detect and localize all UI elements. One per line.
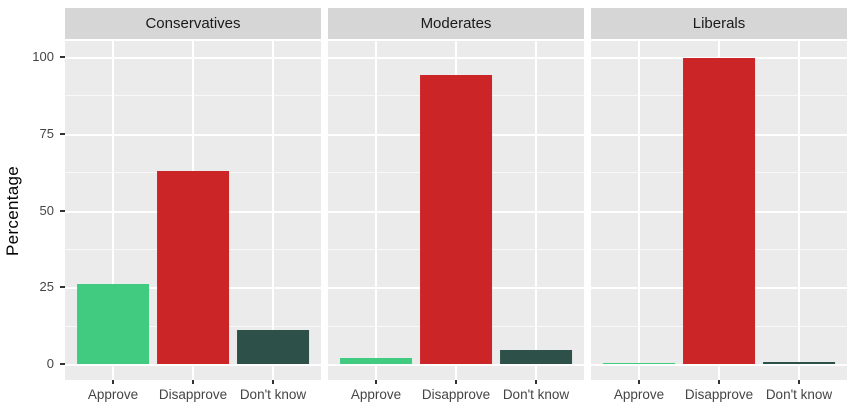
bar-don-t-know: [763, 362, 835, 364]
x-tick-label-disapprove: Disapprove: [158, 387, 228, 402]
x-tick-label-don-t-know: Don't know: [502, 387, 570, 402]
x-tick-label-approve: Approve: [613, 387, 665, 402]
facet-strip: Moderates: [328, 8, 584, 39]
chart-area: Percentage 0 25 50 75 100 Conservatives Appro…: [0, 8, 847, 419]
bar-approve: [340, 357, 412, 364]
y-tick-mark: [60, 362, 65, 365]
y-tick-mark: [60, 132, 65, 135]
x-tick-mark: [798, 380, 800, 384]
y-tick-mark: [60, 286, 65, 289]
y-tick-label: 50: [39, 202, 54, 218]
gridline-vertical: [535, 41, 537, 380]
x-tick-label-approve: Approve: [87, 387, 139, 402]
plot-area: [65, 41, 321, 380]
x-tick-mark: [112, 380, 114, 384]
bar-don-t-know: [500, 350, 572, 364]
x-tick-mark: [638, 380, 640, 384]
y-tick-label: 25: [39, 279, 54, 295]
gridline-vertical: [798, 41, 800, 380]
x-tick-mark: [192, 380, 194, 384]
bar-approve: [603, 362, 675, 364]
facet-strip: Liberals: [591, 8, 847, 39]
facet-strip-label: Conservatives: [145, 15, 241, 32]
x-tick-label-don-t-know: Don't know: [765, 387, 833, 402]
x-tick-mark: [455, 380, 457, 384]
x-tick-label-disapprove: Disapprove: [421, 387, 491, 402]
bar-don-t-know: [237, 330, 309, 364]
bar-disapprove: [420, 75, 492, 364]
facet-panel-conservatives: Conservatives Approve Disapprove Don't know: [65, 8, 321, 419]
facet-panel-moderates: Moderates Approve Disapprove Don't know: [328, 8, 584, 419]
x-tick-mark: [375, 380, 377, 384]
gridline-vertical: [638, 41, 640, 380]
y-axis-title: Percentage: [0, 41, 26, 380]
y-tick-label: 0: [46, 355, 54, 371]
y-axis: 0 25 50 75 100: [26, 8, 65, 419]
gridline-vertical: [112, 41, 114, 380]
y-axis-title-text: Percentage: [3, 165, 22, 256]
x-tick-label-disapprove: Disapprove: [684, 387, 754, 402]
x-tick-mark: [535, 380, 537, 384]
gridline-vertical: [375, 41, 377, 380]
facet-panels: Conservatives Approve Disapprove Don't know…: [65, 8, 847, 419]
x-tick-mark: [718, 380, 720, 384]
y-tick-label: 100: [32, 49, 54, 65]
bar-disapprove: [157, 170, 229, 364]
y-axis-title-column: Percentage: [0, 8, 26, 419]
plot-area: [591, 41, 847, 380]
bar-disapprove: [683, 58, 755, 364]
y-tick-mark: [60, 209, 65, 212]
x-axis: Approve Disapprove Don't know: [328, 380, 584, 414]
y-tick-label: 75: [39, 125, 54, 141]
gridline-vertical: [272, 41, 274, 380]
facet-strip: Conservatives: [65, 8, 321, 39]
x-tick-label-approve: Approve: [350, 387, 402, 402]
facet-strip-label: Liberals: [692, 15, 746, 32]
y-tick-mark: [60, 56, 65, 59]
facet-strip-label: Moderates: [420, 15, 492, 32]
x-axis: Approve Disapprove Don't know: [65, 380, 321, 414]
bar-approve: [77, 284, 149, 364]
x-axis: Approve Disapprove Don't know: [591, 380, 847, 414]
plot-area: [328, 41, 584, 380]
facet-panel-liberals: Liberals Approve Disapprove Don't know: [591, 8, 847, 419]
x-tick-label-don-t-know: Don't know: [239, 387, 307, 402]
x-tick-mark: [272, 380, 274, 384]
